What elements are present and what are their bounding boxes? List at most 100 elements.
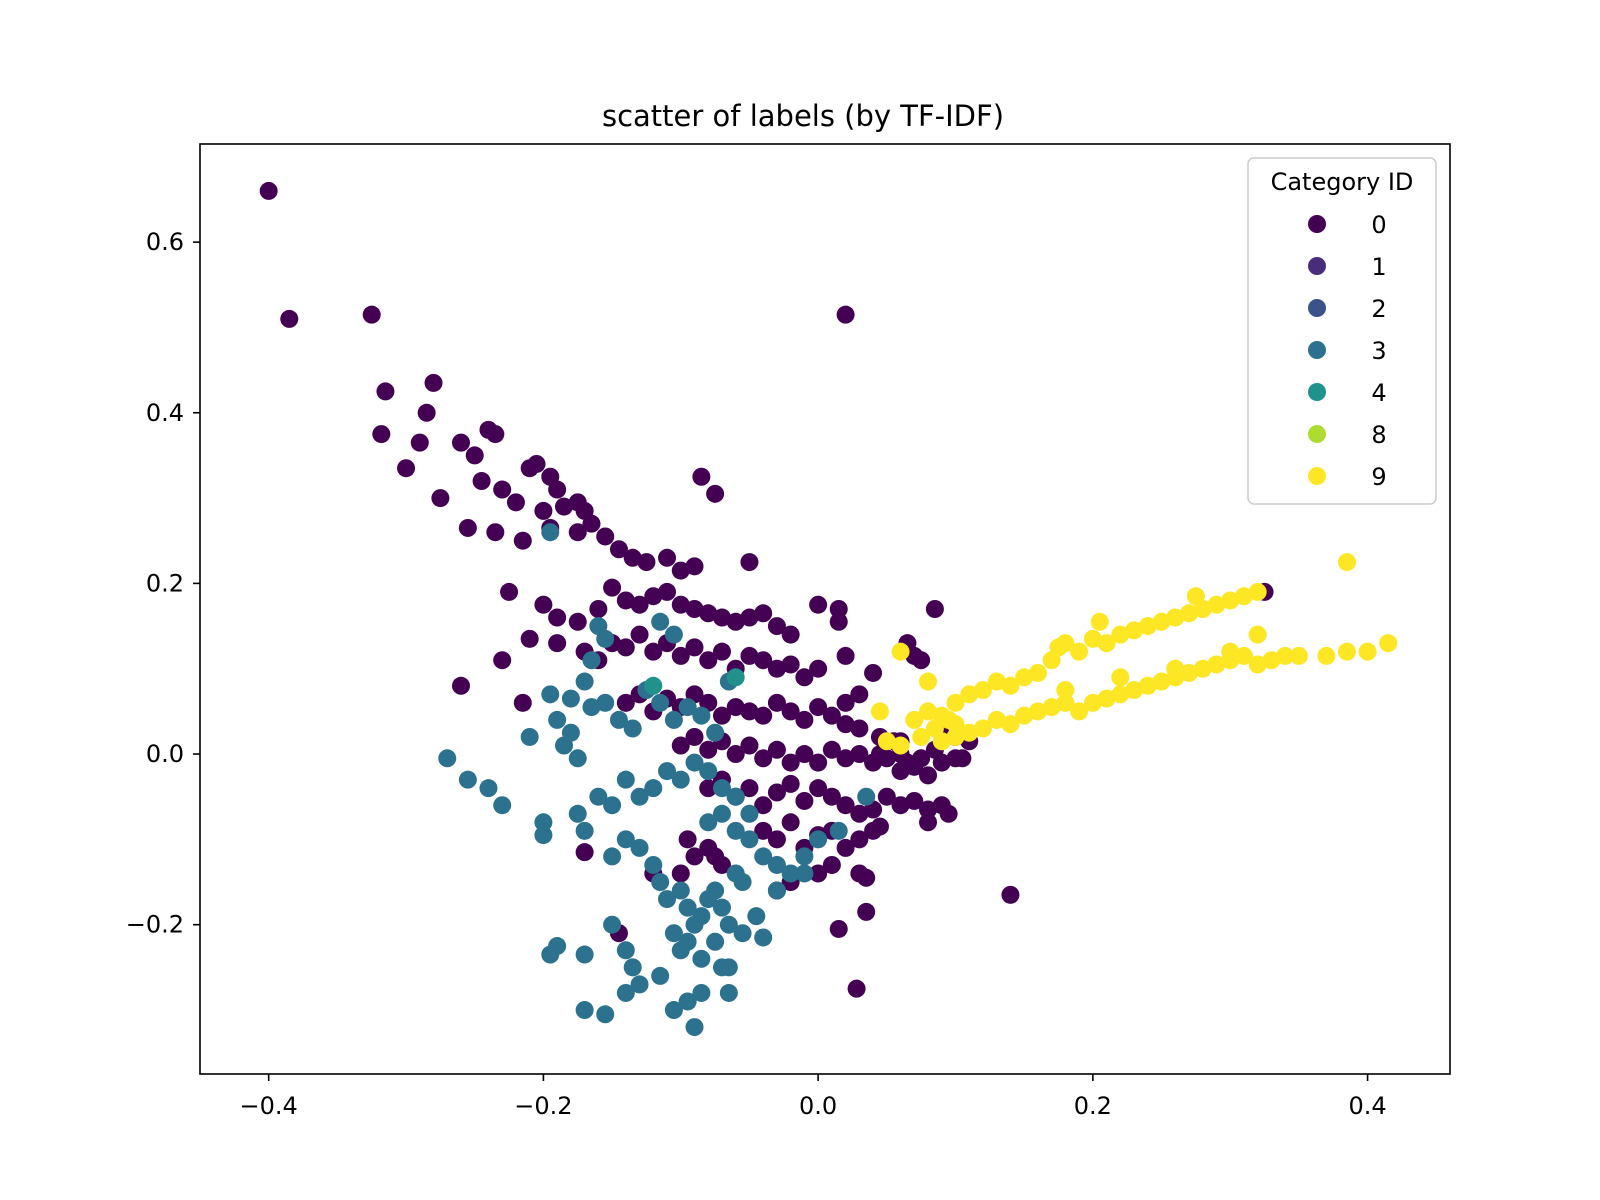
data-point-category-3 bbox=[616, 770, 635, 789]
data-point-category-0 bbox=[822, 740, 841, 759]
data-point-category-0 bbox=[836, 749, 855, 768]
data-point-category-3 bbox=[706, 881, 725, 900]
data-point-category-0 bbox=[424, 373, 443, 392]
data-point-category-3 bbox=[692, 983, 711, 1002]
data-point-category-9 bbox=[1221, 642, 1240, 661]
x-tick-label: 0.4 bbox=[1348, 1092, 1386, 1120]
data-point-category-9 bbox=[1138, 676, 1157, 695]
data-point-category-9 bbox=[1070, 642, 1089, 661]
data-point-category-9 bbox=[877, 732, 896, 751]
legend-label: 8 bbox=[1371, 421, 1386, 449]
data-point-category-9 bbox=[1186, 587, 1205, 606]
data-point-category-3 bbox=[534, 826, 553, 845]
data-point-category-9 bbox=[1180, 663, 1199, 682]
data-point-category-0 bbox=[781, 625, 800, 644]
data-point-category-0 bbox=[795, 668, 814, 687]
data-point-category-3 bbox=[733, 924, 752, 943]
data-point-category-9 bbox=[1083, 629, 1102, 648]
data-point-category-3 bbox=[561, 689, 580, 708]
data-point-category-0 bbox=[754, 604, 773, 623]
data-point-category-9 bbox=[1125, 621, 1144, 640]
data-point-category-0 bbox=[836, 646, 855, 665]
data-point-category-0 bbox=[630, 595, 649, 614]
chart-title: scatter of labels (by TF-IDF) bbox=[602, 99, 1004, 133]
y-tick-label: 0.4 bbox=[146, 399, 184, 427]
data-point-category-9 bbox=[1111, 625, 1130, 644]
data-point-category-0 bbox=[616, 638, 635, 657]
data-point-category-0 bbox=[809, 779, 828, 798]
data-point-category-3 bbox=[623, 719, 642, 738]
data-point-category-9 bbox=[1221, 591, 1240, 610]
data-point-category-0 bbox=[548, 480, 567, 499]
data-point-category-0 bbox=[671, 736, 690, 755]
data-point-category-3 bbox=[541, 685, 560, 704]
data-point-category-0 bbox=[1001, 885, 1020, 904]
data-point-category-9 bbox=[870, 702, 889, 721]
legend-marker-2 bbox=[1308, 299, 1326, 317]
data-point-category-3 bbox=[678, 698, 697, 717]
legend-title: Category ID bbox=[1271, 168, 1414, 196]
data-point-category-3 bbox=[740, 830, 759, 849]
data-point-category-3 bbox=[664, 710, 683, 729]
data-point-category-9 bbox=[1358, 642, 1377, 661]
data-point-category-3 bbox=[575, 821, 594, 840]
data-point-category-9 bbox=[1028, 663, 1047, 682]
data-point-category-0 bbox=[919, 813, 938, 832]
data-point-category-0 bbox=[754, 651, 773, 670]
data-point-category-0 bbox=[850, 830, 869, 849]
data-point-category-3 bbox=[712, 898, 731, 917]
data-point-category-0 bbox=[486, 523, 505, 542]
data-point-category-3 bbox=[664, 1001, 683, 1020]
data-point-category-0 bbox=[836, 305, 855, 324]
data-point-category-0 bbox=[795, 791, 814, 810]
data-point-category-9 bbox=[973, 719, 992, 738]
data-point-category-3 bbox=[568, 804, 587, 823]
data-point-category-0 bbox=[781, 753, 800, 772]
data-point-category-3 bbox=[658, 762, 677, 781]
data-point-category-3 bbox=[623, 958, 642, 977]
data-point-category-3 bbox=[747, 907, 766, 926]
data-point-category-0 bbox=[472, 472, 491, 491]
y-tick-label: 0.0 bbox=[146, 740, 184, 768]
x-tick-label: −0.2 bbox=[514, 1092, 572, 1120]
data-point-category-0 bbox=[500, 582, 519, 601]
data-point-category-0 bbox=[857, 868, 876, 887]
data-point-category-0 bbox=[451, 676, 470, 695]
data-point-category-0 bbox=[417, 403, 436, 422]
data-point-category-0 bbox=[548, 608, 567, 627]
data-point-category-0 bbox=[527, 454, 546, 473]
data-point-category-9 bbox=[1097, 689, 1116, 708]
data-points-layer bbox=[259, 181, 1398, 1037]
data-point-category-4 bbox=[644, 676, 663, 695]
data-point-category-0 bbox=[919, 766, 938, 785]
data-point-category-0 bbox=[754, 821, 773, 840]
data-point-category-0 bbox=[754, 706, 773, 725]
data-point-category-3 bbox=[596, 693, 615, 712]
data-point-category-0 bbox=[685, 638, 704, 657]
data-point-category-0 bbox=[609, 540, 628, 559]
legend-frame bbox=[1247, 157, 1437, 505]
data-point-category-0 bbox=[534, 501, 553, 520]
data-point-category-3 bbox=[664, 924, 683, 943]
data-point-category-0 bbox=[905, 791, 924, 810]
data-point-category-0 bbox=[822, 706, 841, 725]
data-point-category-9 bbox=[905, 710, 924, 729]
data-point-category-0 bbox=[726, 612, 745, 631]
axes-layer: −0.4 −0.2 0.0 0.2 0.4 −0.2 0.0 0.2 0.4 0.6 bbox=[126, 228, 1387, 1120]
data-point-category-0 bbox=[410, 433, 429, 452]
data-point-category-9 bbox=[1166, 659, 1185, 678]
data-point-category-0 bbox=[616, 693, 635, 712]
data-point-category-3 bbox=[699, 762, 718, 781]
data-point-category-9 bbox=[1056, 693, 1075, 712]
y-tick-label: −0.2 bbox=[126, 911, 184, 939]
data-point-category-9 bbox=[1207, 595, 1226, 614]
data-point-category-3 bbox=[534, 813, 553, 832]
data-point-category-3 bbox=[520, 727, 539, 746]
data-point-category-9 bbox=[1015, 668, 1034, 687]
data-point-category-0 bbox=[809, 595, 828, 614]
data-point-category-0 bbox=[397, 459, 416, 478]
data-point-category-9 bbox=[1317, 646, 1336, 665]
data-point-category-3 bbox=[692, 706, 711, 725]
data-point-category-3 bbox=[603, 796, 622, 815]
data-point-category-3 bbox=[829, 821, 848, 840]
